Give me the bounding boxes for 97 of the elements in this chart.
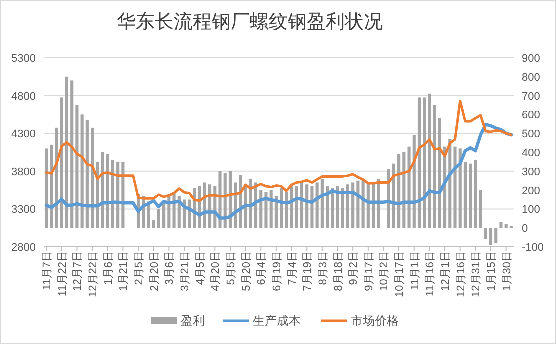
y2-tick-label: 700 [522, 90, 540, 103]
bar [76, 105, 79, 228]
bar [433, 105, 436, 228]
x-tick-label: 3月21日 [179, 251, 192, 292]
bar [398, 154, 401, 228]
bar [504, 224, 508, 228]
bar [86, 120, 89, 228]
x-tick-label: 2月20日 [148, 251, 161, 292]
bar [408, 146, 411, 228]
y-tick-label: 3300 [12, 204, 36, 216]
bar [489, 228, 493, 246]
x-tick-label: 1月15日 [486, 251, 498, 292]
bar [111, 160, 114, 228]
y2-tick-label: 800 [522, 72, 540, 84]
x-tick-label: 11月22日 [56, 251, 69, 297]
x-tick-label: 12月16日 [455, 251, 468, 298]
bar [494, 228, 498, 244]
bar [65, 76, 69, 228]
x-tick-label: 6月19日 [271, 251, 284, 292]
legend-label: 市场价格 [351, 314, 399, 328]
y2-tick-label: 600 [522, 110, 540, 122]
x-tick-label: 1月30日 [501, 251, 514, 292]
bar [418, 98, 422, 228]
bar [479, 190, 482, 228]
x-tick-label: 2月5日 [134, 251, 146, 286]
y2-tick-label: 400 [522, 148, 540, 160]
bar [45, 148, 48, 228]
bar [423, 98, 426, 228]
x-tick-label: 5月20日 [240, 251, 253, 292]
y-tick-label: 3800 [12, 166, 36, 178]
y2-tick-label: 0 [522, 223, 528, 236]
bar [438, 118, 442, 228]
bar [218, 171, 222, 228]
chart-title: 华东长流程钢厂螺纹钢盈利状况 [117, 11, 383, 33]
y-tick-label: 5300 [12, 53, 36, 65]
legend-label: 生产成本 [253, 314, 301, 328]
bar [60, 98, 64, 228]
bar [352, 182, 355, 228]
x-tick-label: 1月6日 [102, 251, 115, 286]
x-tick-label: 8月18日 [332, 251, 345, 292]
x-tick-label: 4月5日 [194, 251, 207, 286]
bar [474, 160, 478, 228]
x-tick-label: 8月3日 [317, 251, 330, 286]
bar [264, 192, 268, 228]
bar [346, 184, 350, 228]
bar [454, 146, 457, 228]
bar [428, 94, 432, 228]
x-tick-label: 12月1日 [440, 251, 452, 292]
bar [152, 220, 156, 228]
x-tick-label: 12月7日 [72, 251, 84, 292]
x-tick-label: 12月31日 [470, 251, 483, 298]
bar [500, 222, 503, 228]
bar [458, 148, 462, 228]
bar [80, 114, 84, 228]
x-tick-label: 9月17日 [363, 251, 376, 292]
line-series [44, 122, 514, 220]
bar [101, 152, 104, 228]
bar [484, 228, 488, 240]
x-tick-label: 7月19日 [302, 251, 314, 292]
bar [326, 186, 330, 228]
y2-tick-label: 500 [522, 128, 540, 141]
line-series [45, 100, 513, 202]
bar [464, 162, 467, 228]
bar [316, 182, 319, 228]
bar [469, 164, 472, 228]
x-tick-label: 11月1日 [409, 251, 422, 291]
y2-tick-label: -100 [522, 242, 544, 254]
y2-tick-label: 900 [522, 53, 540, 65]
x-tick-label: 11月16日 [424, 251, 437, 297]
bar [341, 188, 344, 228]
y2-tick-label: 300 [522, 166, 540, 178]
bar [70, 80, 74, 228]
bar [320, 178, 324, 228]
x-tick-label: 10月2日 [378, 251, 391, 292]
x-tick-label: 10月17日 [394, 251, 406, 298]
x-tick-label: 7月4日 [286, 251, 299, 286]
x-tick-label: 3月6日 [164, 251, 176, 286]
x-tick-label: 9月2日 [348, 251, 360, 286]
x-tick-label: 6月4日 [256, 251, 268, 286]
x-tick-label: 5月5日 [225, 251, 238, 286]
bar [402, 152, 406, 228]
y-tick-label: 2800 [12, 242, 36, 254]
bar [91, 128, 94, 228]
bar [106, 154, 110, 228]
y-tick-label: 4300 [12, 128, 36, 141]
x-tick-label: 11月7日 [42, 251, 54, 291]
y2-tick-label: 100 [522, 204, 540, 216]
bar [336, 186, 340, 228]
y-tick-label: 4800 [12, 90, 36, 103]
x-tick-label: 1月21日 [118, 251, 130, 292]
y2-tick-label: 200 [522, 185, 540, 198]
x-tick-label: 12月22日 [88, 251, 100, 298]
bar [157, 209, 160, 228]
bar [290, 186, 294, 228]
bar [306, 184, 309, 228]
x-tick-label: 4月20日 [210, 251, 222, 292]
legend-label: 盈利 [181, 314, 205, 328]
